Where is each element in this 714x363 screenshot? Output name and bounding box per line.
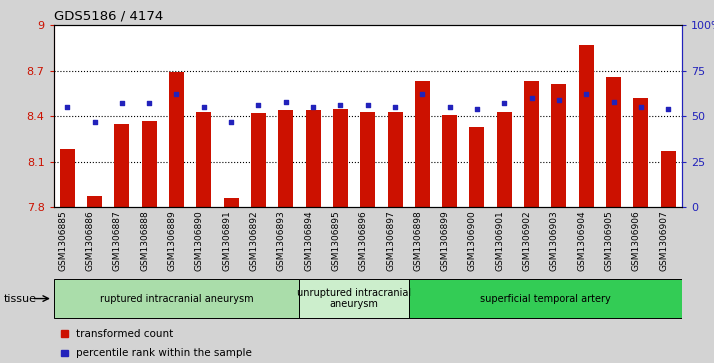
Text: GSM1306903: GSM1306903: [550, 211, 559, 271]
Text: GSM1306900: GSM1306900: [468, 211, 477, 271]
Point: [253, 102, 264, 108]
Bar: [114, 124, 129, 207]
Text: GSM1306895: GSM1306895: [331, 211, 341, 271]
Point: [471, 106, 483, 112]
Bar: [87, 196, 102, 207]
Point: [417, 91, 428, 97]
Point: [526, 95, 538, 101]
Point: [608, 99, 619, 105]
Text: GSM1306907: GSM1306907: [659, 211, 668, 271]
Bar: [606, 77, 621, 207]
Text: GSM1306905: GSM1306905: [605, 211, 613, 271]
Bar: [388, 112, 403, 207]
Text: GSM1306893: GSM1306893: [277, 211, 286, 271]
Point: [89, 119, 100, 125]
Bar: [415, 81, 430, 207]
Text: GSM1306901: GSM1306901: [496, 211, 504, 271]
Bar: [497, 112, 512, 207]
Text: GSM1306890: GSM1306890: [195, 211, 203, 271]
Text: GSM1306897: GSM1306897: [386, 211, 395, 271]
FancyBboxPatch shape: [54, 279, 299, 318]
Bar: [196, 112, 211, 207]
Point: [553, 97, 565, 103]
Point: [226, 119, 237, 125]
Point: [580, 91, 592, 97]
Text: GSM1306894: GSM1306894: [304, 211, 313, 271]
Point: [198, 104, 209, 110]
FancyBboxPatch shape: [408, 279, 682, 318]
Bar: [251, 113, 266, 207]
Point: [280, 99, 291, 105]
Bar: [633, 98, 648, 207]
Point: [116, 101, 128, 106]
Bar: [333, 109, 348, 207]
Bar: [60, 150, 75, 207]
Point: [389, 104, 401, 110]
Point: [307, 104, 318, 110]
Bar: [360, 112, 376, 207]
Bar: [278, 110, 293, 207]
Bar: [660, 151, 675, 207]
Bar: [306, 110, 321, 207]
Bar: [470, 127, 485, 207]
Text: GSM1306891: GSM1306891: [222, 211, 231, 271]
Bar: [524, 81, 539, 207]
Point: [171, 91, 182, 97]
Text: GSM1306906: GSM1306906: [632, 211, 641, 271]
Text: GSM1306899: GSM1306899: [441, 211, 450, 271]
Bar: [169, 72, 184, 207]
Text: percentile rank within the sample: percentile rank within the sample: [76, 348, 252, 358]
Text: GSM1306904: GSM1306904: [577, 211, 586, 271]
Bar: [141, 121, 156, 207]
Text: superficial temporal artery: superficial temporal artery: [480, 294, 610, 303]
Bar: [442, 115, 457, 207]
Text: transformed count: transformed count: [76, 329, 174, 339]
FancyBboxPatch shape: [299, 279, 408, 318]
Text: GSM1306886: GSM1306886: [86, 211, 94, 271]
Text: GSM1306888: GSM1306888: [140, 211, 149, 271]
Text: GSM1306902: GSM1306902: [523, 211, 532, 271]
Point: [635, 104, 647, 110]
Text: unruptured intracranial
aneurysm: unruptured intracranial aneurysm: [297, 288, 411, 309]
Text: GSM1306898: GSM1306898: [413, 211, 423, 271]
Text: GSM1306896: GSM1306896: [358, 211, 368, 271]
Text: GSM1306892: GSM1306892: [249, 211, 258, 271]
Text: tissue: tissue: [4, 294, 36, 303]
Point: [144, 101, 155, 106]
Bar: [579, 45, 594, 207]
Point: [335, 102, 346, 108]
Text: GSM1306889: GSM1306889: [168, 211, 176, 271]
Point: [61, 104, 73, 110]
Bar: [223, 198, 238, 207]
Point: [444, 104, 456, 110]
Text: GSM1306887: GSM1306887: [113, 211, 122, 271]
Point: [498, 101, 510, 106]
Text: ruptured intracranial aneurysm: ruptured intracranial aneurysm: [100, 294, 253, 303]
Point: [362, 102, 373, 108]
Text: GDS5186 / 4174: GDS5186 / 4174: [54, 9, 163, 22]
Bar: [551, 85, 566, 207]
Text: GSM1306885: GSM1306885: [59, 211, 67, 271]
Point: [663, 106, 674, 112]
